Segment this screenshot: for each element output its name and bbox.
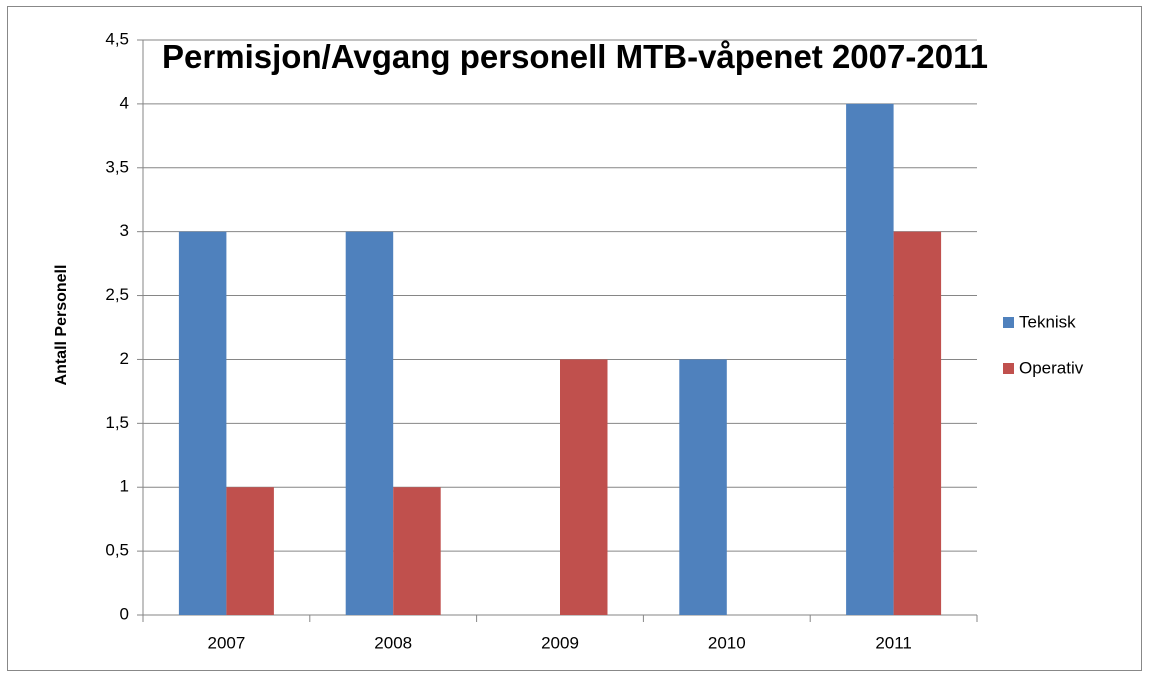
x-tick-label: 2007 (207, 633, 245, 652)
bar (846, 103, 894, 615)
y-tick-label: 3,5 (105, 157, 129, 176)
y-tick-label: 0 (120, 604, 129, 623)
bar (393, 487, 441, 615)
x-tick-label: 2008 (374, 633, 412, 652)
y-tick-label: 3 (120, 221, 129, 240)
bar (226, 487, 274, 615)
y-tick-label: 4,5 (105, 29, 129, 48)
bar (679, 359, 727, 615)
y-tick-label: 1 (120, 477, 129, 496)
legend-swatch (1003, 363, 1014, 374)
x-tick-label: 2009 (541, 633, 579, 652)
y-tick-label: 1,5 (105, 413, 129, 432)
bar (345, 231, 394, 615)
y-tick-label: 2,5 (105, 285, 129, 304)
bar (893, 231, 942, 615)
y-tick-label: 4 (120, 93, 129, 112)
legend-label: Teknisk (1019, 312, 1076, 331)
legend-label: Operativ (1019, 358, 1084, 377)
y-axis-label: Antall Personell (53, 265, 70, 386)
y-tick-label: 0,5 (105, 541, 129, 560)
chart-border (7, 6, 1142, 671)
bar (560, 359, 608, 615)
x-tick-label: 2011 (875, 633, 912, 652)
y-tick-label: 2 (120, 349, 129, 368)
chart-title: Permisjon/Avgang personell MTB-våpenet 2… (162, 38, 988, 75)
x-tick-label: 2010 (708, 633, 746, 652)
legend-swatch (1003, 317, 1014, 328)
bar (178, 231, 227, 615)
